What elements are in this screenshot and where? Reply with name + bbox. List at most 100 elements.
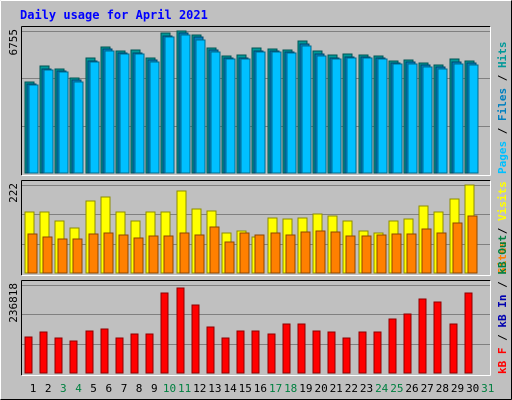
- bar-kb-f: [388, 318, 397, 374]
- bar-kb-f: [145, 333, 154, 374]
- bar-sites: [391, 233, 402, 274]
- bar-kb-f: [100, 328, 109, 374]
- panel-legend: Sites / Visits: [496, 181, 509, 274]
- day-label: 17: [269, 382, 282, 395]
- bar-pages: [73, 81, 84, 174]
- panel-hits-files-pages: 6755 Pages / Files / Hits: [7, 26, 509, 176]
- legend-entry: kB Out: [496, 235, 509, 275]
- day-label: 28: [436, 382, 449, 395]
- day-label: 18: [284, 382, 297, 395]
- legend-entry: kB In: [496, 295, 509, 328]
- bar-pages: [392, 63, 403, 174]
- bar-sites: [42, 236, 53, 274]
- bar-sites: [452, 222, 463, 274]
- bar-sites: [57, 238, 68, 274]
- bar-kb-f: [115, 337, 124, 374]
- bar-kb-f: [206, 326, 215, 374]
- bar-sites: [285, 234, 296, 274]
- bar-kb-f: [24, 336, 33, 374]
- day-label: 9: [151, 382, 158, 395]
- bar-kb-f: [373, 331, 382, 374]
- day-label: 2: [45, 382, 52, 395]
- legend-entry: /: [496, 121, 509, 141]
- day-label: 23: [360, 382, 373, 395]
- day-label: 25: [390, 382, 403, 395]
- legend-entry: /: [496, 68, 509, 88]
- bar-kb-f: [251, 330, 260, 374]
- day-label: 19: [299, 382, 312, 395]
- bar-sites: [224, 241, 235, 274]
- bar-sites: [345, 235, 356, 274]
- legend-entry: /: [496, 328, 509, 348]
- bar-kb-f: [39, 331, 48, 374]
- bar-pages: [286, 52, 297, 174]
- bar-pages: [210, 51, 221, 174]
- bar-kb-f: [176, 287, 185, 374]
- bar-pages: [58, 71, 69, 174]
- day-label: 27: [421, 382, 434, 395]
- day-label: 7: [121, 382, 128, 395]
- bar-pages: [28, 84, 39, 174]
- bar-pages: [240, 58, 251, 174]
- bar-sites: [315, 230, 326, 274]
- bar-kb-f: [236, 330, 245, 374]
- day-label: 26: [405, 382, 418, 395]
- legend-entry: Pages: [496, 141, 509, 174]
- legend-entry: /: [496, 275, 509, 295]
- day-label: 5: [90, 382, 97, 395]
- bar-sites: [209, 226, 220, 274]
- bar-pages: [377, 58, 388, 174]
- bar-kb-f: [358, 331, 367, 374]
- panel-kbf-kbin-kbout: 236818 kB F / kB In / kB Out: [7, 235, 509, 376]
- bar-sites: [133, 237, 144, 274]
- day-label: 30: [466, 382, 479, 395]
- bar-kb-f: [130, 333, 139, 374]
- bar-sites: [376, 234, 387, 274]
- bar-pages: [180, 34, 191, 174]
- legend-entry: Files: [496, 88, 509, 121]
- bar-pages: [422, 66, 433, 174]
- bar-sites: [72, 238, 83, 274]
- day-label: 12: [193, 382, 206, 395]
- day-label: 10: [163, 382, 176, 395]
- bar-kb-f: [433, 301, 442, 374]
- legend-entry: Visits: [496, 181, 509, 221]
- day-label: 4: [75, 382, 82, 395]
- bar-pages: [89, 61, 100, 174]
- bar-pages: [301, 45, 312, 174]
- bar-sites: [330, 231, 341, 274]
- day-label: 20: [314, 382, 327, 395]
- day-label: 22: [345, 382, 358, 395]
- bar-pages: [134, 53, 145, 174]
- bar-pages: [43, 69, 54, 174]
- day-label: 1: [30, 382, 37, 395]
- day-label: 13: [208, 382, 221, 395]
- bar-kb-f: [267, 333, 276, 374]
- day-label: 24: [375, 382, 389, 395]
- bar-sites: [103, 232, 114, 274]
- bar-pages: [331, 58, 342, 174]
- bar-kb-f: [69, 340, 78, 374]
- panel-legend: Pages / Files / Hits: [496, 42, 509, 175]
- y-max-label: 236818: [7, 283, 20, 323]
- bar-sites: [421, 228, 432, 274]
- bar-pages: [346, 57, 357, 174]
- y-max-label: 222: [7, 183, 20, 203]
- bar-pages: [468, 64, 479, 174]
- bar-sites: [148, 235, 159, 274]
- bar-pages: [195, 39, 206, 174]
- y-max-label: 6755: [7, 29, 20, 56]
- bar-kb-f: [191, 304, 200, 374]
- bar-sites: [163, 235, 174, 274]
- bar-pages: [255, 51, 266, 174]
- bar-sites: [361, 235, 372, 274]
- panel-legend: kB F / kB In / kB Out: [496, 235, 509, 374]
- bar-kb-f: [449, 323, 458, 374]
- bar-kb-f: [342, 337, 351, 374]
- x-axis-labels: 1 2 3 4 5 6 7 8 9 10 11 12 13 14 15 16 17 18 19 20 21 22 23 24 2…: [30, 382, 495, 395]
- legend-entry: Hits: [496, 42, 509, 69]
- bar-kb-f: [221, 337, 230, 374]
- bar-sites: [194, 234, 205, 274]
- bar-pages: [119, 53, 130, 174]
